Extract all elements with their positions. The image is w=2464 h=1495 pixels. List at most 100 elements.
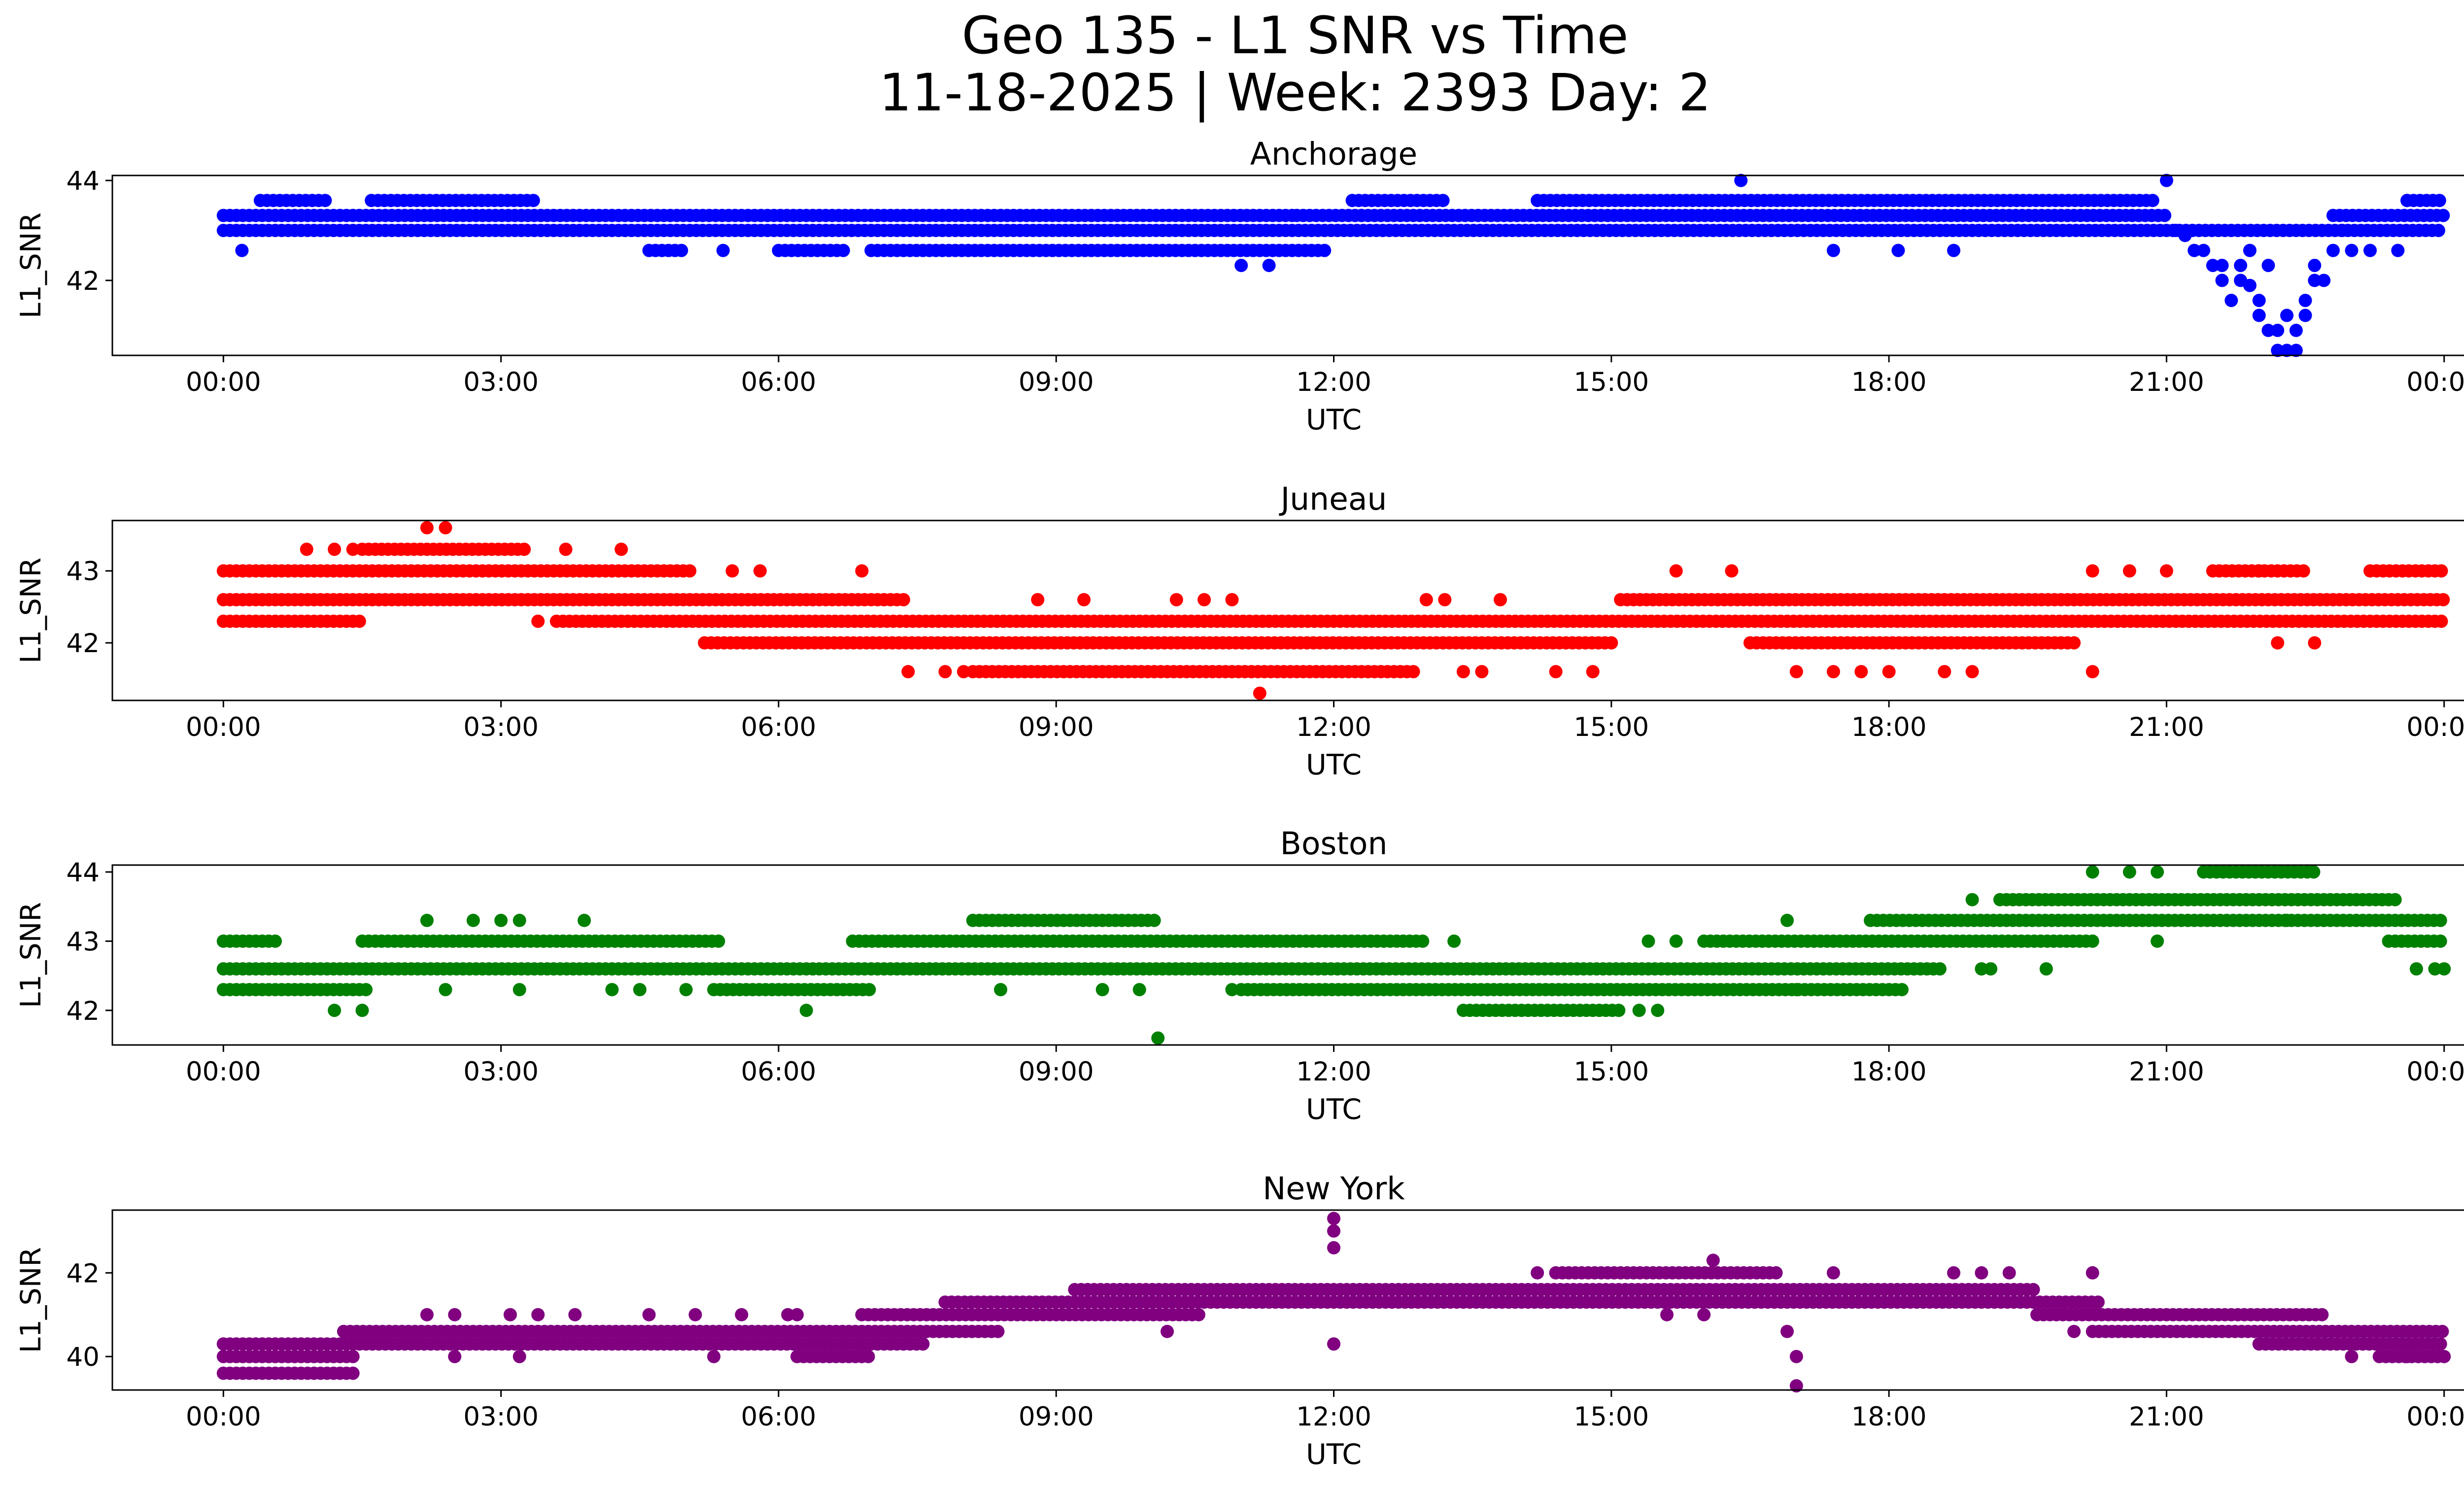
data-point — [300, 542, 313, 556]
data-point — [2234, 259, 2248, 272]
data-point — [991, 1324, 1005, 1338]
y-tick-label: 43 — [67, 556, 100, 587]
data-point — [2391, 243, 2405, 257]
data-point — [2436, 209, 2450, 222]
x-tick-label: 12:00 — [1296, 712, 1371, 742]
subplot-anchorage: Anchorage 00:00 03:00 06:00 09:00 12:00 15:00 1… — [15, 136, 2464, 436]
data-point — [420, 913, 434, 927]
data-point — [2271, 344, 2285, 357]
data-point — [568, 1308, 582, 1321]
data-point — [2345, 1350, 2359, 1363]
x-tick-label: 00:00 — [2406, 712, 2464, 742]
data-point — [1416, 934, 1430, 948]
y-tick-label: 42 — [67, 996, 100, 1026]
data-point — [513, 913, 526, 927]
data-point — [2335, 224, 2349, 237]
data-point — [2326, 243, 2340, 257]
data-point — [2086, 1266, 2099, 1280]
data-series — [216, 865, 2451, 1045]
data-point — [735, 1308, 749, 1321]
data-point — [420, 1308, 434, 1321]
data-point — [1780, 1324, 1794, 1338]
data-point — [916, 1337, 930, 1351]
data-point — [712, 934, 725, 948]
x-tick-label: 21:00 — [2129, 1057, 2204, 1087]
x-tick-label: 15:00 — [1574, 367, 1649, 397]
x-tick-label: 18:00 — [1851, 367, 1927, 397]
y-tick-label: 42 — [67, 266, 100, 296]
data-point — [2308, 274, 2322, 287]
x-tick-label: 03:00 — [463, 1402, 539, 1432]
data-point — [1456, 665, 1470, 679]
data-point — [346, 542, 360, 556]
x-tick-label: 12:00 — [1296, 1057, 1371, 1087]
data-point — [1891, 243, 1905, 257]
data-point — [2345, 243, 2359, 257]
x-tick-label: 21:00 — [2129, 1402, 2204, 1432]
data-point — [2280, 913, 2293, 927]
data-point — [707, 1350, 720, 1363]
data-point — [1826, 665, 1840, 679]
data-point — [2159, 564, 2173, 578]
data-point — [1077, 593, 1091, 607]
data-point — [1769, 1266, 1783, 1280]
data-point — [683, 564, 697, 578]
y-axis-label: L1_SNR — [15, 557, 47, 663]
data-point — [2067, 636, 2081, 650]
data-point — [1642, 934, 1655, 948]
subplot-new-york: New York 00:00 03:00 06:00 09:00 12:00 15:00 18… — [15, 1171, 2464, 1471]
data-point — [346, 1366, 360, 1380]
data-point — [1947, 243, 1960, 257]
y-tick-label: 42 — [67, 1258, 100, 1288]
data-point — [2215, 259, 2229, 272]
data-point — [1438, 593, 1452, 607]
x-tick-label: 12:00 — [1296, 1402, 1371, 1432]
subplot-title: Anchorage — [1250, 136, 1417, 172]
data-point — [531, 614, 545, 628]
data-point — [2086, 564, 2099, 578]
data-point — [716, 243, 730, 257]
subplot-grid: Anchorage 00:00 03:00 06:00 09:00 12:00 15:00 1… — [15, 136, 2464, 1471]
x-tick-label: 18:00 — [1851, 712, 1927, 742]
x-tick-label: 00:00 — [2406, 367, 2464, 397]
data-point — [513, 1350, 526, 1363]
data-point — [503, 1308, 517, 1321]
data-point — [2271, 636, 2285, 650]
data-point — [2434, 614, 2448, 628]
data-point — [799, 1004, 813, 1017]
data-point — [836, 243, 850, 257]
x-tick-label: 00:00 — [2406, 1402, 2464, 1432]
data-point — [679, 983, 693, 997]
data-point — [2261, 323, 2275, 337]
data-point — [938, 665, 952, 679]
y-tick-label: 40 — [67, 1342, 100, 1372]
data-point — [2289, 323, 2303, 337]
data-point — [2296, 564, 2310, 578]
x-tick-label: 00:00 — [2406, 1057, 2464, 1087]
data-point — [1318, 243, 1332, 257]
data-point — [896, 593, 910, 607]
data-point — [1225, 593, 1239, 607]
data-point — [1031, 593, 1045, 607]
figure-title-line2: 11-18-2025 | Week: 2393 Day: 2 — [879, 63, 1711, 123]
data-point — [2243, 278, 2257, 292]
data-point — [688, 1308, 702, 1321]
x-tick-label: 21:00 — [2129, 367, 2204, 397]
x-tick-label: 00:00 — [186, 1057, 261, 1087]
data-point — [1327, 1212, 1340, 1225]
x-tick-label: 09:00 — [1019, 1057, 1094, 1087]
data-point — [1327, 1241, 1340, 1254]
data-point — [1780, 913, 1794, 927]
data-point — [2280, 344, 2293, 357]
data-point — [1965, 893, 1979, 906]
x-tick-label: 15:00 — [1574, 1057, 1649, 1087]
data-point — [605, 983, 619, 997]
data-point — [2159, 174, 2173, 187]
x-axis-label: UTC — [1306, 749, 1362, 781]
data-point — [615, 542, 628, 556]
data-point — [2206, 259, 2220, 272]
data-point — [2158, 209, 2172, 222]
data-point — [642, 1308, 656, 1321]
data-point — [2434, 564, 2448, 578]
data-point — [578, 913, 591, 927]
